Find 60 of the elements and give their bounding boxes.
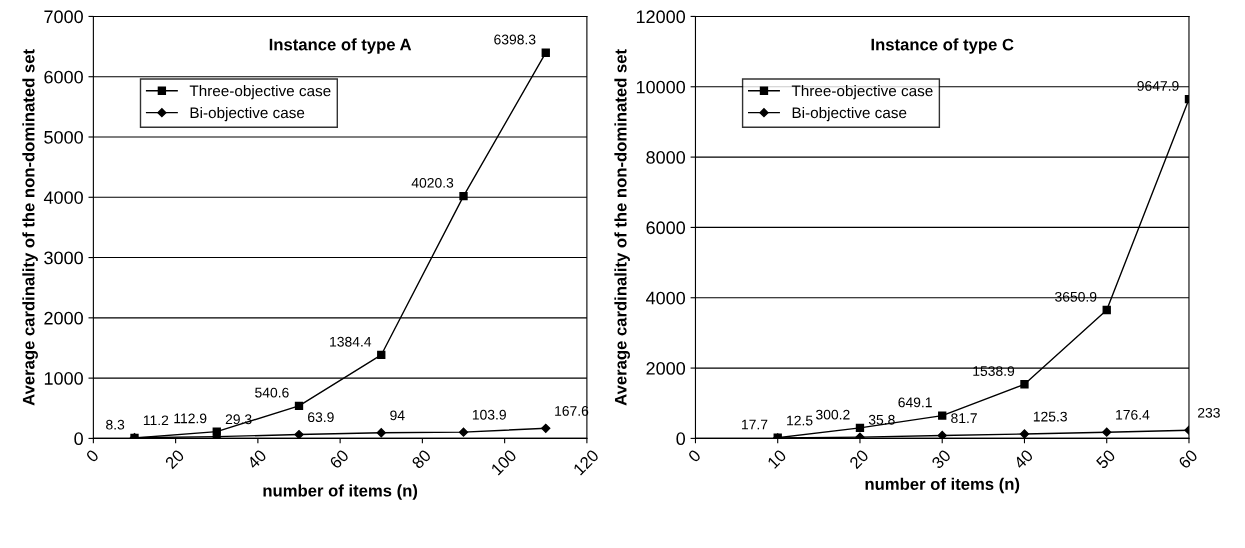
data-label: 649.1 bbox=[898, 397, 932, 408]
data-label: 81.7 bbox=[951, 413, 977, 424]
x-tick-label: 20 bbox=[848, 448, 870, 470]
text: Instance of type C bbox=[871, 38, 1014, 54]
data-label: 233 bbox=[1198, 407, 1220, 418]
x-tick-label: 100 bbox=[490, 448, 518, 476]
x-tick-label: 0 bbox=[85, 448, 100, 463]
data-label: 300.2 bbox=[816, 409, 850, 420]
data-label: 17.7 bbox=[742, 419, 768, 430]
data-label: 29.3 bbox=[225, 414, 252, 425]
legend-label: Three-objective case bbox=[791, 85, 933, 100]
y-axis-title: Average cardinality of the non-dominated set bbox=[614, 49, 630, 406]
x-axis-title: number of items (n) bbox=[263, 484, 418, 500]
data-label: 112.9 bbox=[174, 413, 207, 424]
y-tick-label: 4000 bbox=[43, 191, 83, 204]
x-tick-label: 30 bbox=[930, 448, 952, 470]
y-tick-label: 7000 bbox=[44, 10, 83, 24]
y-tick-label: 1000 bbox=[44, 372, 83, 385]
y-tick-label: 6000 bbox=[646, 221, 686, 235]
y-tick-label: 2000 bbox=[44, 311, 83, 325]
data-label: 125.3 bbox=[1033, 411, 1067, 422]
data-label: 12.5 bbox=[787, 415, 813, 426]
y-tick-label: 6000 bbox=[44, 70, 83, 84]
y-tick-label: 5000 bbox=[44, 130, 83, 144]
x-tick-label: 20 bbox=[164, 448, 185, 470]
data-label: 63.9 bbox=[308, 412, 334, 423]
x-tick-label: 120 bbox=[572, 448, 600, 476]
legend-label: Bi-objective case bbox=[792, 106, 907, 122]
data-label: 103.9 bbox=[472, 409, 506, 420]
data-label: 540.6 bbox=[255, 387, 289, 398]
data-label: 4020.3 bbox=[411, 177, 454, 188]
x-tick-label: 80 bbox=[411, 448, 432, 470]
legend-label: Three-objective case bbox=[189, 85, 331, 100]
data-label: 6398.3 bbox=[494, 34, 536, 45]
data-label: 35.8 bbox=[868, 414, 895, 425]
text: Instance of type A bbox=[269, 38, 412, 54]
y-tick-label: 4000 bbox=[645, 291, 686, 305]
y-tick-label: 8000 bbox=[646, 151, 686, 164]
y-tick-label: 12000 bbox=[636, 10, 686, 24]
x-axis-title: number of items (n) bbox=[865, 477, 1020, 494]
y-tick-label: 2000 bbox=[646, 362, 686, 375]
data-label: 11.2 bbox=[143, 415, 169, 426]
data-label: 176.4 bbox=[1116, 409, 1150, 420]
data-label: 94 bbox=[390, 410, 405, 421]
y-tick-label: 3000 bbox=[44, 251, 83, 265]
x-tick-label: 60 bbox=[328, 448, 350, 470]
legend-label: Bi-objective case bbox=[190, 106, 305, 122]
data-label: 1384.4 bbox=[330, 336, 372, 347]
x-tick-label: 0 bbox=[687, 448, 702, 463]
x-tick-label: 40 bbox=[246, 448, 268, 470]
data-label: 8.3 bbox=[106, 419, 125, 430]
x-tick-label: 10 bbox=[766, 448, 787, 469]
y-tick-label: 0 bbox=[676, 432, 686, 446]
x-tick-label: 60 bbox=[1177, 448, 1199, 470]
y-tick-label: 10000 bbox=[636, 80, 686, 94]
data-label: 1538.9 bbox=[973, 366, 1015, 376]
x-tick-label: 40 bbox=[1013, 448, 1034, 470]
x-tick-label: 50 bbox=[1095, 448, 1116, 470]
y-axis-title: Average cardinality of the non-dominated set bbox=[22, 49, 38, 406]
y-tick-label: 0 bbox=[74, 432, 83, 446]
